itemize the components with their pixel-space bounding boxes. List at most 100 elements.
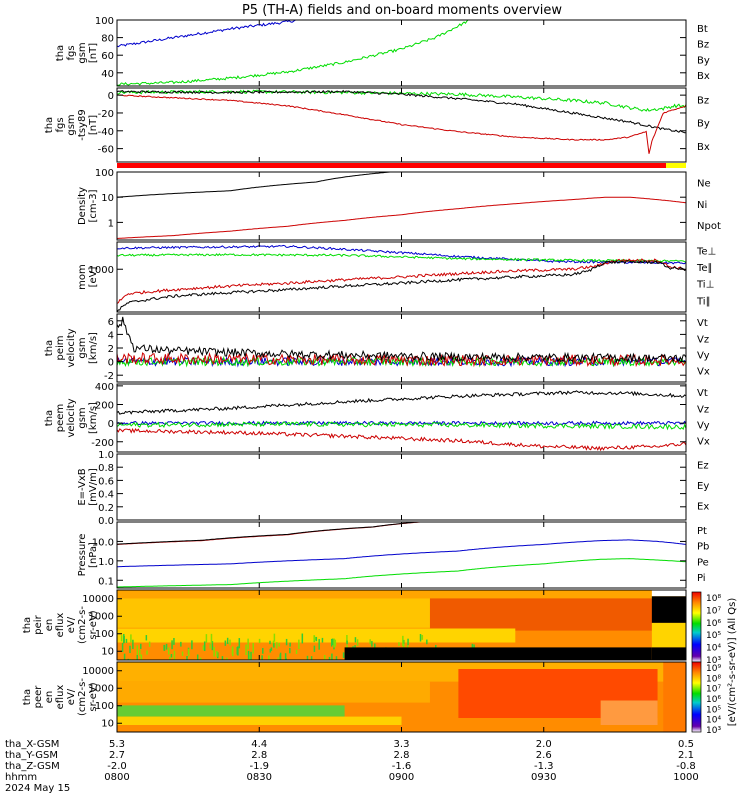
y-tick-label: 1 [108,218,114,229]
quality-flag-bar [117,163,686,168]
colorbars: 10⁸10⁷10⁶10⁵10⁴10³10⁹10⁸10⁷10⁶10⁵10⁴10³[… [691,591,738,736]
panel-frame [116,19,687,87]
y-tick-label: 1.0 [98,557,114,568]
x-row-label: hhmm [5,772,37,783]
y-axis-label: tha [22,689,33,705]
spectrogram-speck [306,655,309,660]
y-axis-label: peem [55,404,66,432]
colorbar-tick: 10⁹ [706,664,721,674]
y-tick-label: 2 [108,344,114,355]
colorbar-tick: 10⁴ [706,644,721,654]
band-nodata [651,647,686,660]
spectrogram-speck [314,636,316,641]
spectrogram-speck [354,637,357,643]
series-line-3 [117,352,686,368]
panel-1: 100 80 60 40 tha fgs gsm [nT] Bt Bz By Bx [55,16,710,87]
y-gsm-value: 2.1 [678,750,694,761]
time-label: 0800 [104,772,129,783]
panel-frame [116,171,687,241]
spectrogram-speck [258,638,261,644]
series-line-2 [117,420,686,431]
z-gsm-value: -1.6 [392,761,412,772]
spectrogram-speck [289,647,291,654]
spectrogram-speck [284,653,287,660]
colorbar-label: [eV/(cm²-s-sr-eV)] (All Qs) [727,598,738,727]
spectrogram-speck [334,639,337,647]
y-axis-label: [eV] [88,267,99,288]
spectrogram-speck [318,639,320,650]
band-mid [117,681,430,703]
spectrogram-speck [127,658,129,660]
legend-entry: Ti⊥ [696,280,714,291]
y-axis-label: E=-VxB [77,468,88,505]
series-line-2 [117,89,686,134]
series-group [117,172,686,239]
spectrogram-speck [268,655,270,660]
y-tick-label: 80 [101,34,114,45]
legend-entry: By [697,119,710,130]
y-axis-label: tha [55,45,66,61]
y-tick-label: 10 [101,646,114,657]
y-axis-label: velocity [66,328,77,367]
legend-entry: Ne [697,179,711,190]
panel-2: 0 -20 -40 -60 tha fgs gsm -tsy89 [nT] Bz By Bx [44,87,710,163]
series-group [117,89,686,154]
spectrogram-speck [121,642,124,653]
spectrogram-speck [216,650,218,657]
y-tick-label: 0 [108,358,114,369]
spectrogram-speck [140,643,142,649]
y-tick-label: -2 [104,371,114,382]
y-axis-label: eflux [55,685,66,710]
time-label: 0830 [247,772,272,783]
legend-entry: Vz [697,334,709,345]
y-tick-label: -60 [98,145,114,156]
series-line-3 [117,539,686,568]
spectrogram-speck [310,656,313,660]
spectrogram-speck [180,641,182,647]
y-tick-label: 1000 [89,265,114,276]
legend-entry: Pt [697,526,707,537]
spectrogram-speck [216,652,219,659]
y-tick-label: 10000 [82,666,114,677]
band-low [117,716,402,725]
y-tick-label: 0.2 [98,503,114,514]
legend-entry: Bz [697,96,709,107]
spectrogram-speck [342,652,345,658]
spectrogram-speck [285,638,288,646]
y-tick-label: 0.4 [98,490,114,501]
spectrogram-speck [298,639,300,650]
spectrogram-speck [321,637,324,643]
spectrogram-speck [165,643,168,650]
x-gsm-value: 5.3 [109,739,125,750]
spectrogram-speck [356,639,359,646]
spectrogram-speck [202,645,205,651]
y-tick-label: -40 [98,127,114,138]
spectrogram-speck [279,652,282,660]
y-axis-label: gsm [77,407,88,428]
y-gsm-value: 2.8 [394,750,410,761]
figure-title: P5 (TH-A) fields and on-board moments ov… [242,3,562,18]
legend-entry: Pi [697,573,706,584]
legend-entry: Bx [697,142,710,153]
series-line-3 [117,427,686,452]
y-axis-label: eV/ [66,688,77,705]
band-white [651,590,686,597]
spectrogram-speck [331,653,333,660]
colorbar [691,591,702,663]
band-tail [651,622,686,648]
y-tick-label: -200 [91,438,114,449]
colorbar-tick: 10⁸ [706,594,721,604]
y-tick-label: 200 [95,400,114,411]
spectrogram-speck [130,634,132,643]
spectrogram-speck [221,656,224,660]
y-axis-label: tha [44,117,55,133]
spectrogram-speck [226,637,229,645]
spectrogram-speck [273,643,275,648]
spectrogram-speck [169,656,171,660]
colorbar-tick: 10⁶ [706,695,721,705]
y-tick-label: 40 [101,69,114,80]
y-axis-label: peir [33,614,44,634]
spectrogram-speck [262,648,264,654]
